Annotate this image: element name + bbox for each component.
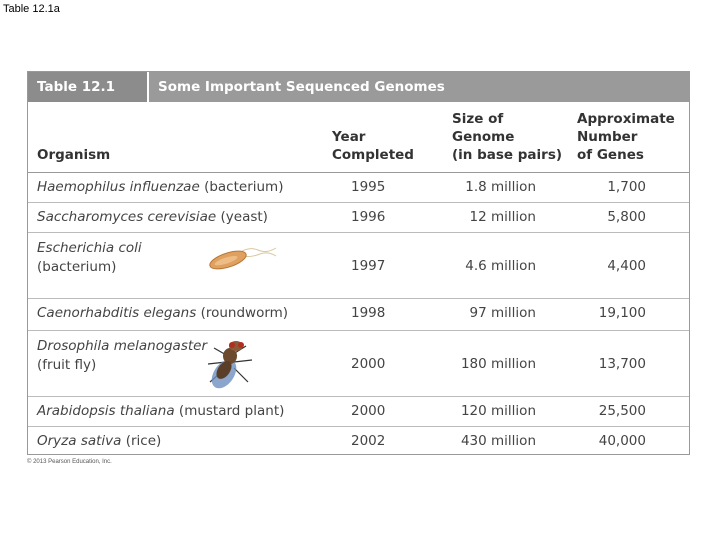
organism-note: (fruit fly) xyxy=(37,357,97,373)
organism-note: (bacterium) xyxy=(37,259,117,275)
row-rule xyxy=(28,426,689,427)
table: Table 12.1 Some Important Sequenced Geno… xyxy=(27,71,690,455)
year: 1995 xyxy=(351,179,386,195)
gene-count: 25,500 xyxy=(598,403,646,419)
header-label-bar: Table 12.1 xyxy=(28,72,147,102)
organism-species: Arabidopsis thaliana xyxy=(37,403,175,419)
gene-count: 4,400 xyxy=(607,258,646,274)
column-header-line: Organism xyxy=(37,147,111,163)
gene-count: 1,700 xyxy=(607,179,646,195)
copyright: © 2013 Pearson Education, Inc. xyxy=(27,459,112,465)
organism-species: Saccharomyces cerevisiae xyxy=(37,209,217,225)
organism-note: (mustard plant) xyxy=(178,403,285,419)
gene-count: 40,000 xyxy=(598,433,646,449)
organism: Saccharomyces cerevisiae (yeast) xyxy=(37,208,268,227)
column-header-line: Size of xyxy=(452,111,504,127)
gene-count: 5,800 xyxy=(607,209,646,225)
organism: Drosophila melanogaster (fruit fly) xyxy=(37,337,207,375)
year: 1997 xyxy=(351,258,386,274)
organism: Caenorhabditis elegans (roundworm) xyxy=(37,304,288,323)
organism-note: (yeast) xyxy=(220,209,268,225)
fruit-fly-illustration xyxy=(207,341,253,389)
organism-note: (bacterium) xyxy=(204,179,284,195)
organism-species: Drosophila melanogaster xyxy=(37,338,208,354)
column-header-line: (in base pairs) xyxy=(452,147,563,163)
table-label: Table 12.1 xyxy=(37,79,116,95)
gene-count: 13,700 xyxy=(598,356,646,372)
column-header-line: Year xyxy=(332,129,366,145)
header-rule xyxy=(28,172,689,173)
header-title-bar: Some Important Sequenced Genomes xyxy=(149,72,689,102)
organism-note: (roundworm) xyxy=(200,305,289,321)
year: 2002 xyxy=(351,433,386,449)
organism-note: (rice) xyxy=(125,433,162,449)
genome-size: 180 million xyxy=(460,356,536,372)
column-header-line: of Genes xyxy=(577,147,644,163)
genome-size: 120 million xyxy=(460,403,536,419)
genome-size: 4.6 million xyxy=(465,258,536,274)
row-rule xyxy=(28,298,689,299)
genome-size: 430 million xyxy=(460,433,536,449)
organism-species: Escherichia coli xyxy=(37,240,142,256)
column-header: Approximate Number of Genes xyxy=(577,110,675,164)
year: 2000 xyxy=(351,403,386,419)
column-header: Organism xyxy=(37,146,110,164)
organism-species: Oryza sativa xyxy=(37,433,122,449)
column-header-line: Completed xyxy=(332,147,414,163)
bacterium-illustration xyxy=(209,247,277,270)
genome-size: 1.8 million xyxy=(465,179,536,195)
organism: Escherichia coli (bacterium) xyxy=(37,239,142,277)
year: 1998 xyxy=(351,305,386,321)
gene-count: 19,100 xyxy=(598,305,646,321)
column-header-line: Genome xyxy=(452,129,515,145)
organism: Oryza sativa (rice) xyxy=(37,432,161,451)
column-header: Year Completed xyxy=(332,128,414,164)
slide-title: Table 12.1a xyxy=(3,3,60,15)
organism: Haemophilus influenzae (bacterium) xyxy=(37,178,283,197)
column-header: Size of Genome (in base pairs) xyxy=(452,110,562,164)
year: 2000 xyxy=(351,356,386,372)
genome-size: 97 million xyxy=(469,305,536,321)
genome-size: 12 million xyxy=(469,209,536,225)
column-header-line: Number xyxy=(577,129,638,145)
row-rule xyxy=(28,232,689,233)
column-header-line: Approximate xyxy=(577,111,675,127)
row-rule xyxy=(28,330,689,331)
row-rule xyxy=(28,396,689,397)
organism: Arabidopsis thaliana (mustard plant) xyxy=(37,402,284,421)
organism-species: Caenorhabditis elegans xyxy=(37,305,197,321)
year: 1996 xyxy=(351,209,386,225)
organism-species: Haemophilus influenzae xyxy=(37,179,200,195)
table-title: Some Important Sequenced Genomes xyxy=(158,79,445,95)
row-rule xyxy=(28,202,689,203)
